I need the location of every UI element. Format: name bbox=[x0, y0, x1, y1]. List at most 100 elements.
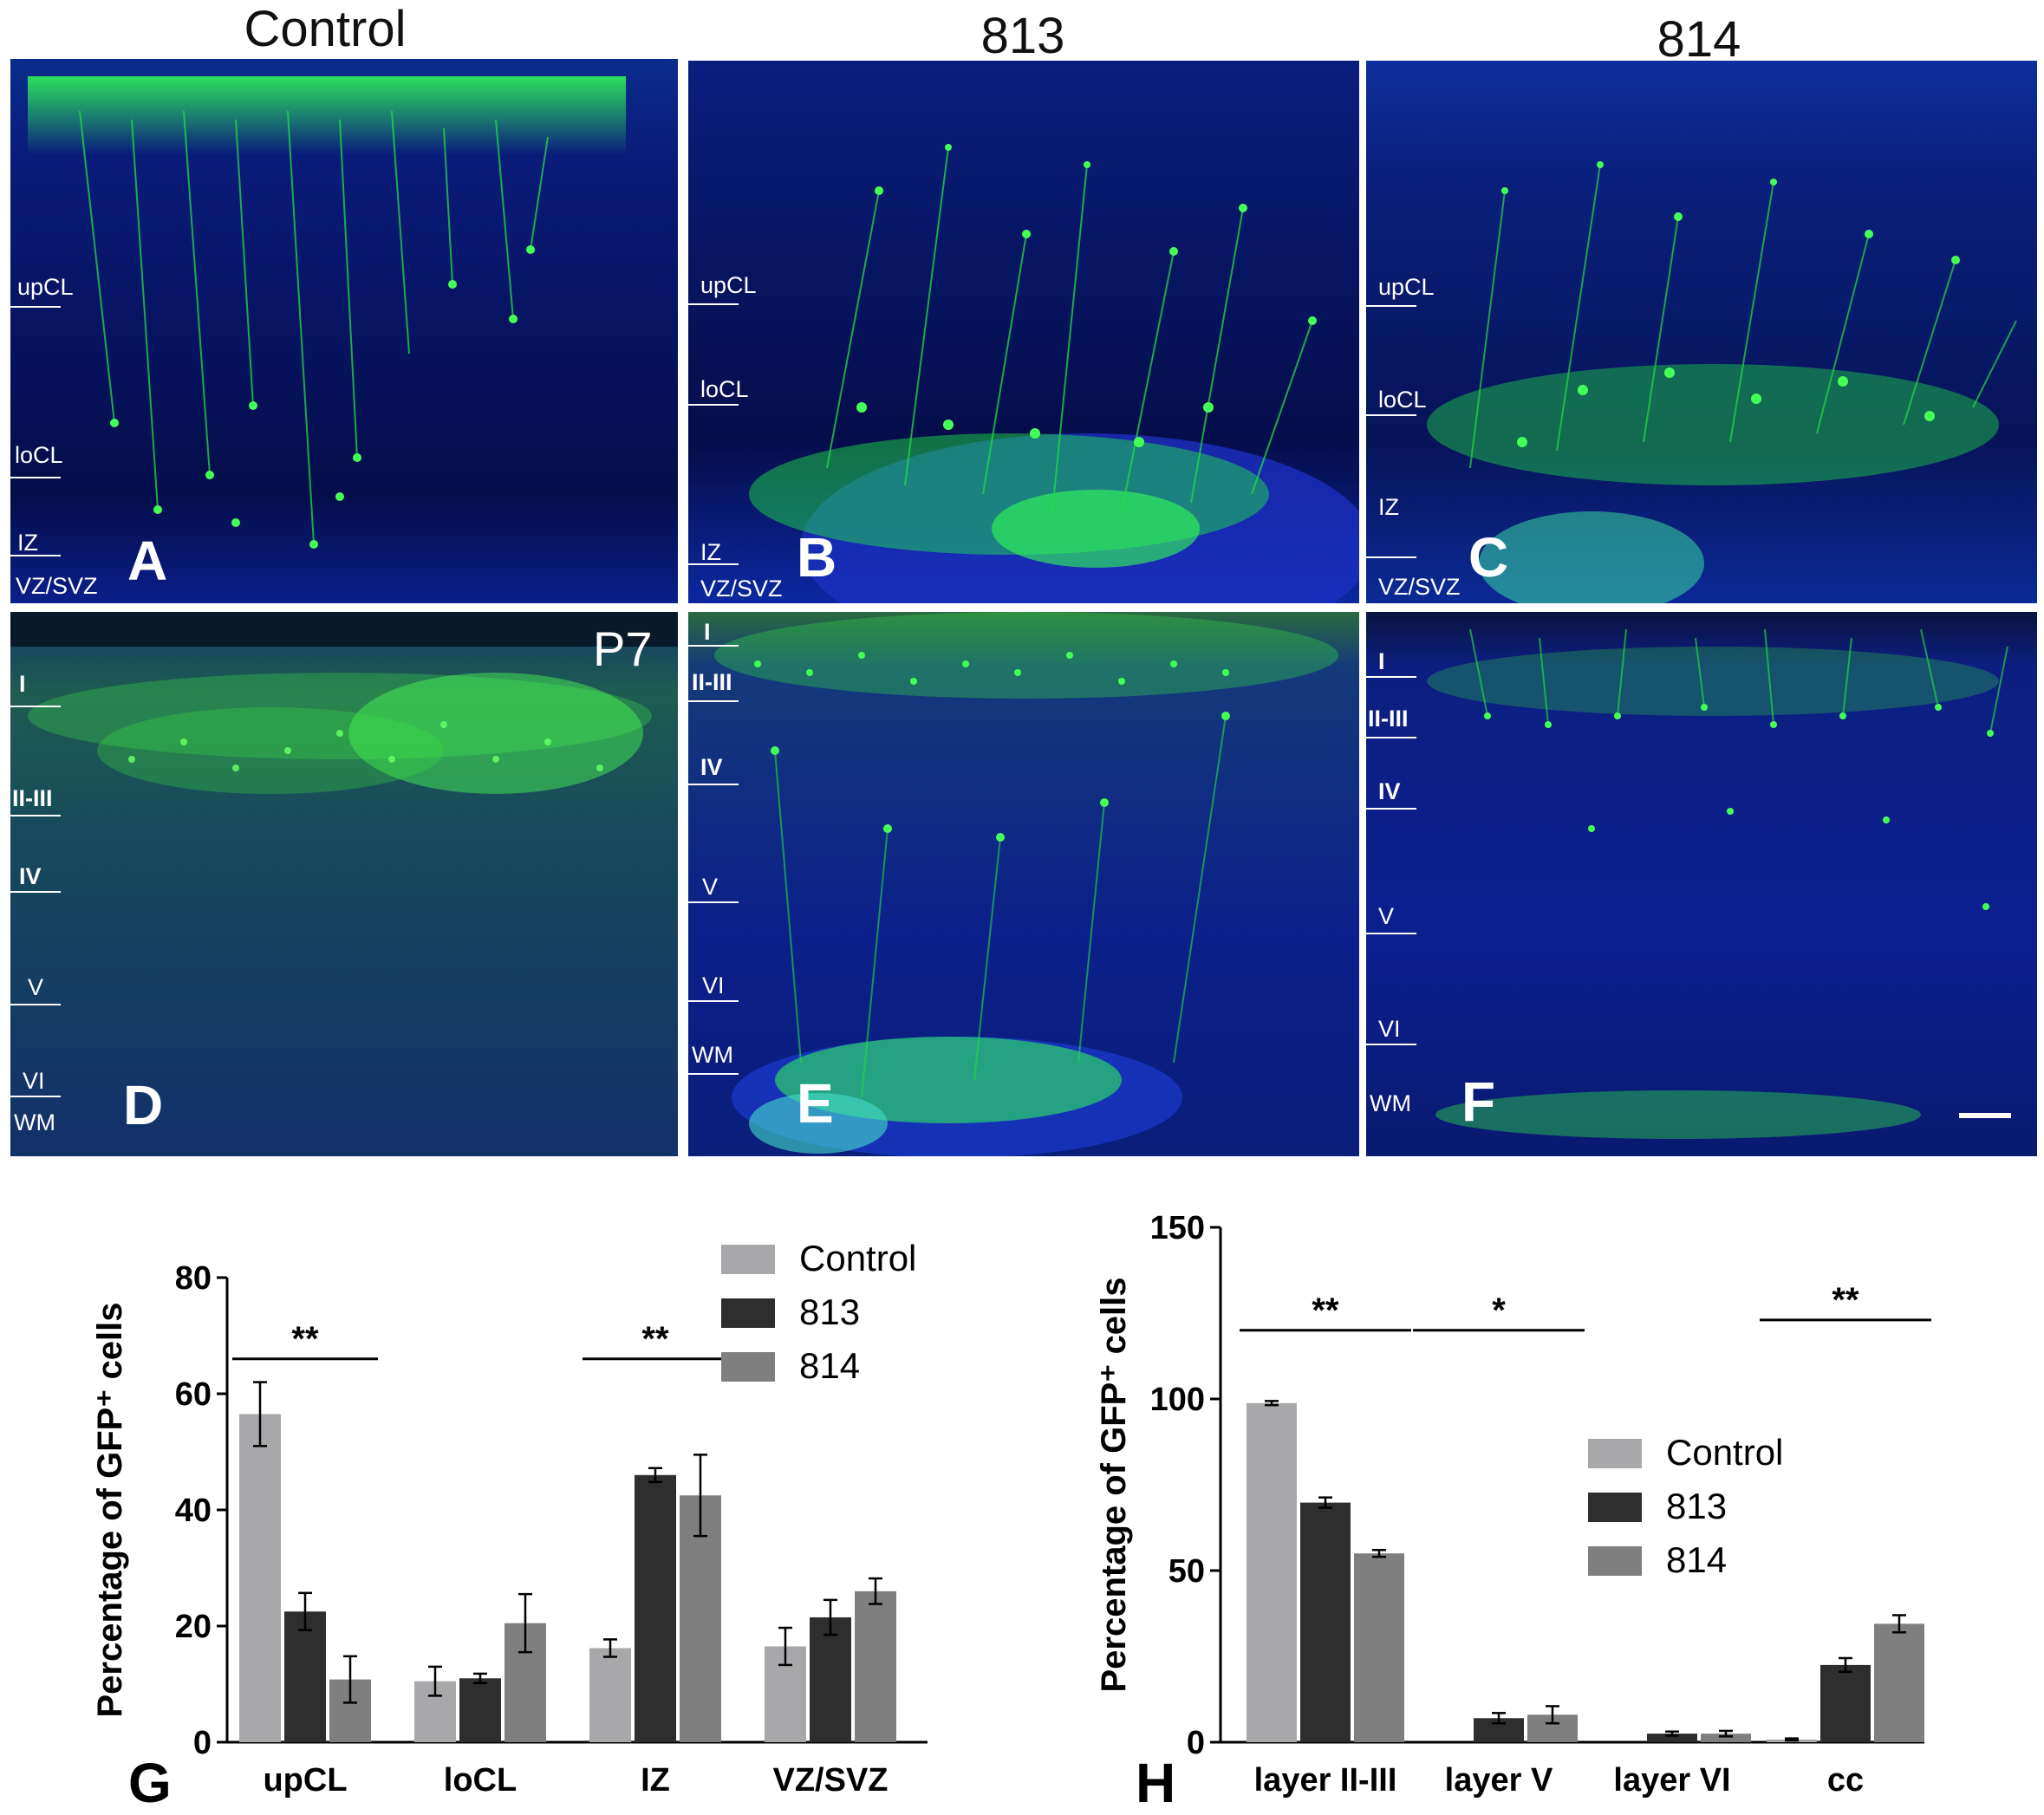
layer-divider bbox=[1366, 676, 1416, 678]
bar-control-upcl bbox=[239, 1414, 281, 1742]
layer-label-vz-svz: VZ/SVZ bbox=[700, 576, 783, 602]
panel-letter-b: B bbox=[797, 526, 837, 589]
layer-label-iz: IZ bbox=[700, 539, 721, 565]
layer-label-upcl: upCL bbox=[700, 272, 757, 298]
bar-813-iz bbox=[635, 1474, 676, 1742]
layer-label-v: V bbox=[1378, 903, 1395, 929]
panel-letter-g: G bbox=[128, 1752, 172, 1814]
significance-marker: ** bbox=[1312, 1291, 1339, 1330]
column-title-control: Control bbox=[244, 1, 407, 57]
y-tick-label: 50 bbox=[1168, 1553, 1205, 1590]
layer-label-ii-iii: II-III bbox=[692, 669, 732, 695]
x-tick-label: cc bbox=[1827, 1762, 1864, 1799]
bar-control-layer-ii-iii bbox=[1247, 1402, 1297, 1742]
panel-letter-c: C bbox=[1468, 526, 1509, 589]
layer-label-v: V bbox=[702, 874, 719, 900]
legend-swatch-813 bbox=[1588, 1493, 1642, 1522]
layer-divider bbox=[10, 891, 61, 893]
x-tick-label: layer V bbox=[1445, 1762, 1553, 1799]
layer-divider bbox=[688, 303, 739, 305]
layer-label-v: V bbox=[28, 974, 44, 1000]
age-badge-p7: P7 bbox=[593, 621, 653, 676]
layer-divider bbox=[688, 645, 739, 647]
bar-813-vz-svz bbox=[810, 1617, 851, 1742]
layer-divider bbox=[688, 901, 739, 903]
micrograph-panel-d: P7 I II-III IV V VI WM D bbox=[10, 612, 678, 1156]
layer-divider bbox=[10, 815, 61, 816]
x-tick-label: IZ bbox=[641, 1762, 670, 1799]
y-tick-label: 20 bbox=[175, 1609, 212, 1645]
bar-813-locl bbox=[459, 1678, 501, 1742]
legend-label-814: 814 bbox=[1666, 1539, 1727, 1580]
micrograph-panel-c: upCL loCL IZ VZ/SVZ C bbox=[1366, 61, 2037, 603]
significance-marker: * bbox=[1492, 1291, 1506, 1330]
panel-letter-f: F bbox=[1461, 1070, 1496, 1133]
layer-label-upcl: upCL bbox=[1378, 274, 1435, 300]
y-axis-label: Percentage of GFP⁺ cells bbox=[91, 1302, 129, 1717]
layer-divider bbox=[10, 1096, 61, 1097]
micrograph-panel-b: upCL loCL IZ VZ/SVZ B bbox=[688, 61, 1359, 603]
layer-label-i: I bbox=[19, 671, 26, 697]
legend-label-813: 813 bbox=[799, 1291, 860, 1332]
legend-label-814: 814 bbox=[799, 1345, 860, 1386]
column-title-813: 813 bbox=[980, 8, 1065, 64]
layer-label-wm: WM bbox=[1370, 1090, 1411, 1116]
panel-letter-e: E bbox=[797, 1072, 834, 1135]
layer-label-locl: loCL bbox=[15, 442, 63, 468]
bar-814-layer-ii-iii bbox=[1354, 1553, 1404, 1742]
y-tick-label: 100 bbox=[1150, 1382, 1205, 1418]
layer-divider bbox=[688, 700, 739, 702]
scale-bar bbox=[1959, 1113, 2011, 1118]
layer-label-wm: WM bbox=[14, 1109, 55, 1135]
bar-813-upcl bbox=[284, 1611, 326, 1742]
bar-control-iz bbox=[589, 1648, 631, 1742]
legend-label-control: Control bbox=[799, 1238, 916, 1278]
x-tick-label: layer VI bbox=[1613, 1762, 1730, 1799]
significance-marker: ** bbox=[641, 1320, 669, 1358]
layer-divider bbox=[10, 477, 61, 478]
layer-divider bbox=[688, 563, 739, 565]
bar-813-cc bbox=[1820, 1664, 1871, 1742]
legend-swatch-control bbox=[1588, 1439, 1642, 1468]
y-tick-label: 150 bbox=[1150, 1210, 1205, 1246]
layer-divider bbox=[1366, 933, 1416, 934]
layer-label-vz-svz: VZ/SVZ bbox=[16, 573, 98, 599]
chart-g: 0 20 40 60 80 Percentage of GFP⁺ cells upCL loC… bbox=[0, 1196, 1023, 1815]
x-tick-label: loCL bbox=[444, 1762, 517, 1799]
panel-letter-h: H bbox=[1136, 1752, 1176, 1814]
layer-divider bbox=[688, 404, 739, 406]
y-axis-label: Percentage of GFP⁺ cells bbox=[1095, 1277, 1133, 1692]
layer-divider bbox=[1366, 556, 1416, 558]
layer-divider bbox=[10, 306, 61, 308]
layer-divider bbox=[1366, 414, 1416, 416]
significance-marker: ** bbox=[1832, 1281, 1859, 1319]
x-tick-label: VZ/SVZ bbox=[772, 1762, 888, 1799]
chart-h: 0 50 100 150 Percentage of GFP⁺ cells layer I… bbox=[1023, 1196, 2044, 1815]
layer-label-ii-iii: II-III bbox=[1368, 706, 1409, 732]
bar-814-layer-vi bbox=[1701, 1734, 1751, 1742]
layer-label-upcl: upCL bbox=[17, 274, 74, 300]
layer-divider bbox=[688, 784, 739, 785]
bar-814-vz-svz bbox=[855, 1591, 896, 1742]
layer-label-iv: IV bbox=[19, 863, 42, 889]
bar-813-layer-ii-iii bbox=[1300, 1502, 1351, 1742]
layer-divider bbox=[688, 1073, 739, 1075]
x-tick-label: layer II-III bbox=[1254, 1762, 1397, 1799]
layer-divider bbox=[688, 1000, 739, 1002]
panel-letter-a: A bbox=[127, 530, 168, 592]
layer-divider bbox=[10, 1004, 61, 1005]
layer-label-i: I bbox=[704, 619, 711, 645]
layer-divider bbox=[1366, 808, 1416, 810]
layer-divider bbox=[10, 555, 61, 556]
y-tick-label: 0 bbox=[193, 1725, 212, 1761]
x-tick-label: upCL bbox=[263, 1762, 347, 1799]
micrograph-panel-f: I II-III IV V VI WM F bbox=[1366, 612, 2037, 1156]
layer-label-iv: IV bbox=[700, 754, 723, 780]
layer-divider bbox=[1366, 737, 1416, 738]
y-tick-label: 0 bbox=[1187, 1725, 1205, 1761]
column-title-814: 814 bbox=[1657, 11, 1741, 68]
layer-label-wm: WM bbox=[692, 1042, 733, 1068]
y-tick-label: 60 bbox=[175, 1376, 212, 1413]
bar-814-cc bbox=[1874, 1623, 1924, 1742]
layer-label-locl: loCL bbox=[700, 376, 749, 402]
